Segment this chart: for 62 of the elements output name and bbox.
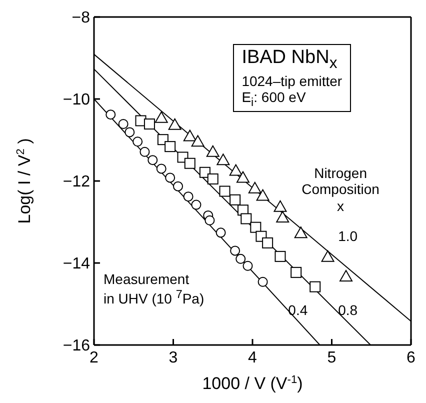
point <box>140 146 150 157</box>
point <box>207 173 218 184</box>
x-tick-label: 5 <box>327 349 336 366</box>
point <box>199 166 210 178</box>
point <box>148 155 158 166</box>
point <box>164 141 176 152</box>
point <box>258 276 268 287</box>
point <box>216 154 230 166</box>
point <box>183 192 194 202</box>
point <box>229 164 242 176</box>
point <box>310 281 321 292</box>
y-tick-label: −12 <box>62 174 90 191</box>
x-tick-label: 4 <box>248 349 258 366</box>
annotation: 0.4 <box>288 302 308 319</box>
x-tick-label: 6 <box>406 349 416 366</box>
x-tick-label: 2 <box>90 349 99 366</box>
point <box>340 270 353 282</box>
x-axis-title: 1000 / V (V$^{-1}$) <box>202 374 303 393</box>
point <box>184 158 196 169</box>
point <box>242 260 253 271</box>
point <box>236 254 246 264</box>
point <box>191 135 204 147</box>
y-tick-label: −8 <box>72 10 90 27</box>
point <box>256 189 270 201</box>
point <box>156 164 166 174</box>
y-tick-label: −16 <box>62 338 90 355</box>
annotation: Measurement in UHV (10 $^{7}$Pa) <box>104 271 204 308</box>
point <box>124 127 135 138</box>
point <box>183 130 196 142</box>
point <box>206 145 220 157</box>
annotation: Nitrogen Composition x <box>302 164 380 215</box>
x-tick-label: 3 <box>168 349 178 366</box>
point <box>168 118 182 130</box>
annotation: 0.8 <box>338 302 358 319</box>
point <box>204 215 215 226</box>
point <box>240 213 252 224</box>
y-tick-label: −14 <box>62 256 90 273</box>
point <box>250 222 262 233</box>
point <box>144 118 155 130</box>
point <box>294 226 308 238</box>
point <box>236 171 250 183</box>
point <box>118 119 128 130</box>
point <box>321 250 334 262</box>
point <box>274 200 287 212</box>
point <box>154 111 168 123</box>
point <box>216 228 226 238</box>
y-tick-label: −10 <box>62 92 90 109</box>
point <box>290 266 302 278</box>
point <box>230 194 241 206</box>
point <box>230 246 240 256</box>
point <box>262 237 274 248</box>
point <box>191 200 202 210</box>
annotation: IBAD NbN$_{x}$ 1024–tip emitter E$_{i}$: 600 eV <box>242 46 342 109</box>
point <box>219 186 230 197</box>
point <box>274 250 286 262</box>
annotation: 1.0 <box>338 228 358 245</box>
point <box>248 182 262 194</box>
point <box>106 110 116 120</box>
point <box>132 136 143 147</box>
point <box>165 172 176 183</box>
point <box>173 181 184 192</box>
point <box>276 210 290 222</box>
